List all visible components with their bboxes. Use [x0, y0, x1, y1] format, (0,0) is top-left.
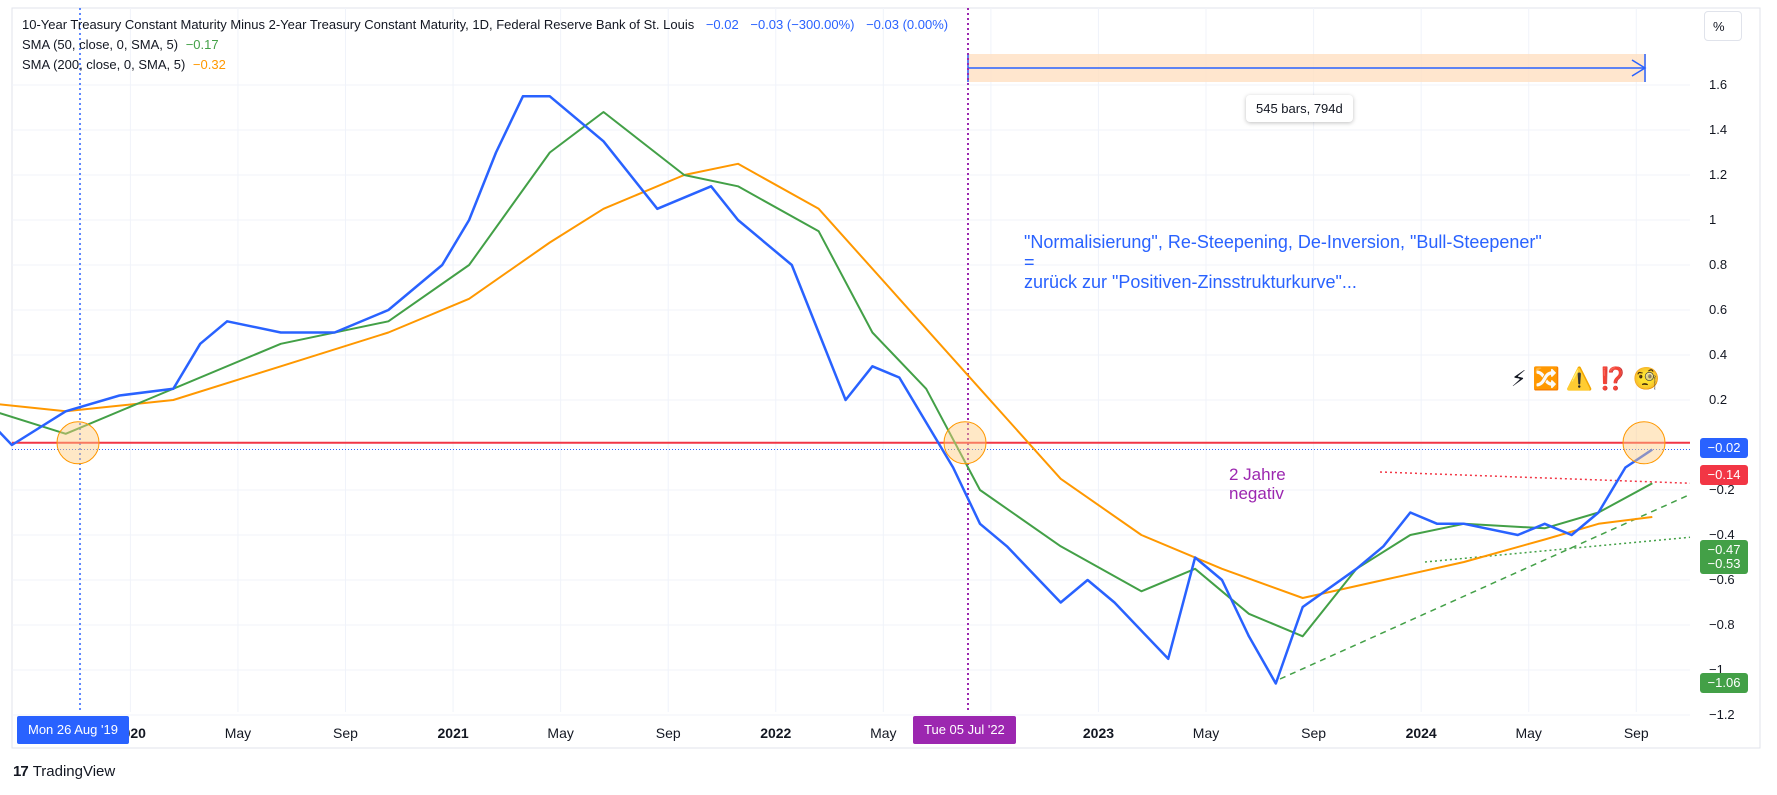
chart-legend: 10-Year Treasury Constant Maturity Minus… — [22, 15, 948, 75]
date-tag-left: Mon 26 Aug '19 — [17, 716, 129, 744]
x-tick-label: 2023 — [1083, 725, 1114, 741]
y-tick-label: −1.2 — [1709, 707, 1735, 722]
legend-sma50[interactable]: SMA (50, close, 0, SMA, 5) −0.17 — [22, 35, 948, 55]
sma50-value: −0.17 — [185, 37, 219, 52]
x-tick-label: Sep — [333, 725, 358, 741]
trendline-green-dashed — [1279, 493, 1691, 680]
trendline-red — [1379, 471, 1691, 484]
y-tick-label: −0.2 — [1709, 482, 1735, 497]
price-tag-green-3: −1.06 — [1700, 673, 1748, 693]
series-last-value: −0.02 — [705, 17, 739, 32]
y-tick-label: 1.4 — [1709, 122, 1727, 137]
x-tick-label: Sep — [656, 725, 681, 741]
negative-line-1: 2 Jahre — [1229, 465, 1286, 484]
brand-name: TradingView — [32, 763, 116, 780]
plot-frame — [11, 7, 1761, 749]
price-tag-last: −0.02 — [1700, 438, 1748, 458]
legend-sma200[interactable]: SMA (200, close, 0, SMA, 5) −0.32 — [22, 55, 948, 75]
tradingview-logo-icon: 17 — [13, 763, 29, 780]
x-tick-label: 2022 — [760, 725, 791, 741]
series-title: 10-Year Treasury Constant Maturity Minus… — [22, 17, 695, 32]
y-tick-label: 1 — [1709, 212, 1716, 227]
series-line-sma200 — [0, 162, 1653, 599]
y-tick-label: 1.6 — [1709, 77, 1727, 92]
price-tag-green-2: −0.53 — [1700, 554, 1748, 574]
x-tick-label: Sep — [1301, 725, 1326, 741]
sma200-label: SMA (200, close, 0, SMA, 5) — [22, 57, 186, 72]
measure-label: 545 bars, 794d — [1246, 95, 1353, 122]
highlight-circle — [1622, 421, 1666, 465]
series-line-sma50 — [0, 111, 1653, 638]
series-extra: −0.03 (0.00%) — [866, 17, 949, 32]
y-tick-label: 0.2 — [1709, 392, 1727, 407]
negative-line-2: negativ — [1229, 484, 1284, 503]
x-tick-label: May — [870, 725, 896, 741]
y-tick-label: 0.6 — [1709, 302, 1727, 317]
note-line-3: zurück zur "Positiven-Zinsstrukturkurve"… — [1024, 272, 1357, 292]
brand-footer[interactable]: 17 TradingView — [13, 763, 115, 780]
series-change: −0.03 (−300.00%) — [750, 17, 855, 32]
x-tick-label: May — [225, 725, 251, 741]
annotation-note[interactable]: "Normalisierung", Re-Steepening, De-Inve… — [1024, 232, 1542, 292]
note-line-2: = — [1024, 252, 1035, 272]
price-tag-red-line: −0.14 — [1700, 465, 1748, 485]
note-line-1: "Normalisierung", Re-Steepening, De-Inve… — [1024, 232, 1542, 252]
measure-arrowhead — [1631, 59, 1647, 77]
y-tick-label: 0.8 — [1709, 257, 1727, 272]
x-tick-label: 2021 — [438, 725, 469, 741]
highlight-circle — [943, 421, 987, 465]
sma50-label: SMA (50, close, 0, SMA, 5) — [22, 37, 179, 52]
annotation-negative[interactable]: 2 Jahre negativ — [1229, 465, 1286, 503]
y-tick-label: −0.4 — [1709, 527, 1735, 542]
legend-main-series[interactable]: 10-Year Treasury Constant Maturity Minus… — [22, 15, 948, 35]
y-tick-label: 0.4 — [1709, 347, 1727, 362]
y-tick-label: 1.2 — [1709, 167, 1727, 182]
x-tick-label: May — [547, 725, 573, 741]
x-tick-label: Sep — [1624, 725, 1649, 741]
scale-unit-button[interactable]: % — [1704, 11, 1742, 41]
x-tick-label: May — [1193, 725, 1219, 741]
x-tick-label: 2024 — [1406, 725, 1437, 741]
highlight-circle — [56, 421, 100, 465]
y-tick-label: −0.8 — [1709, 617, 1735, 632]
y-tick-label: −0.6 — [1709, 572, 1735, 587]
emoji-annotation[interactable]: ⚡🔀⚠️⁉️🧐 — [1511, 366, 1667, 391]
sma200-value: −0.32 — [192, 57, 226, 72]
x-tick-label: May — [1515, 725, 1541, 741]
trendline-green-dotted — [1424, 536, 1691, 563]
date-tag-middle: Tue 05 Jul '22 — [913, 716, 1016, 744]
series-line-main — [0, 95, 1653, 685]
